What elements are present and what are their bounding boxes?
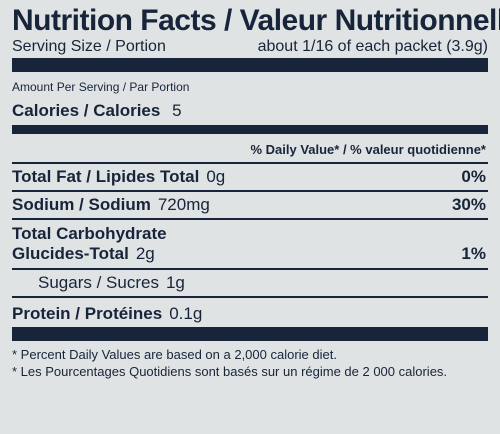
calories-value: 5	[172, 101, 182, 120]
carbohydrate-percent: 1%	[461, 244, 486, 263]
calories-row: Calories / Calories 5	[12, 101, 488, 125]
carbohydrate-label-line1: Total Carbohydrate	[12, 224, 167, 243]
nutrient-row-sodium: Sodium / Sodium 720mg 30%	[12, 192, 488, 218]
footnote-french: * Les Pourcentages Quotidiens sont basés…	[12, 364, 448, 379]
fat-amount: 0g	[206, 167, 226, 186]
carbohydrate-amount: 2g	[135, 244, 155, 263]
nutrient-row-carbohydrate: Total Carbohydrate Glucides-Total 2g 1%	[12, 220, 488, 268]
sodium-amount: 720mg	[157, 195, 210, 214]
fat-label: Total Fat / Lipides Total	[12, 167, 200, 186]
protein-amount: 0.1g	[169, 304, 203, 323]
divider	[12, 190, 488, 192]
serving-size-value: about 1/16 of each packet (3.9g)	[257, 38, 488, 55]
label-title: Nutrition Facts / Valeur Nutritionnelle	[12, 4, 500, 37]
nutrient-row-fat: Total Fat / Lipides Total 0g 0%	[12, 164, 488, 190]
nutrient-row-sugars: Sugars / Sucres 1g	[12, 270, 488, 296]
divider	[12, 296, 488, 298]
medium-divider	[12, 125, 488, 134]
carbohydrate-label-line2: Glucides-Total	[12, 244, 129, 263]
sodium-percent: 30%	[451, 195, 486, 214]
divider	[12, 268, 488, 270]
divider	[12, 162, 488, 164]
sugars-label: Sugars / Sucres	[38, 273, 159, 292]
amount-per-serving: Amount Per Serving / Par Portion	[12, 80, 190, 94]
nutrition-label: Nutrition Facts / Valeur Nutritionnelle …	[0, 5, 500, 434]
divider	[12, 218, 488, 220]
calories-label: Calories / Calories	[12, 101, 161, 120]
nutrient-row-protein: Protein / Protéines 0.1g	[12, 298, 488, 327]
protein-label: Protein / Protéines	[12, 304, 163, 323]
thick-divider	[12, 58, 488, 72]
daily-value-header: % Daily Value* / % valeur quotidienne*	[250, 142, 486, 157]
sugars-amount: 1g	[165, 273, 185, 292]
thick-divider-bottom	[12, 327, 488, 341]
serving-size-row: Serving Size / Portion about 1/16 of eac…	[12, 38, 488, 58]
fat-percent: 0%	[461, 167, 486, 186]
serving-size-label: Serving Size / Portion	[12, 38, 166, 55]
footnote-english: * Percent Daily Values are based on a 2,…	[12, 347, 337, 362]
sodium-label: Sodium / Sodium	[12, 195, 151, 214]
